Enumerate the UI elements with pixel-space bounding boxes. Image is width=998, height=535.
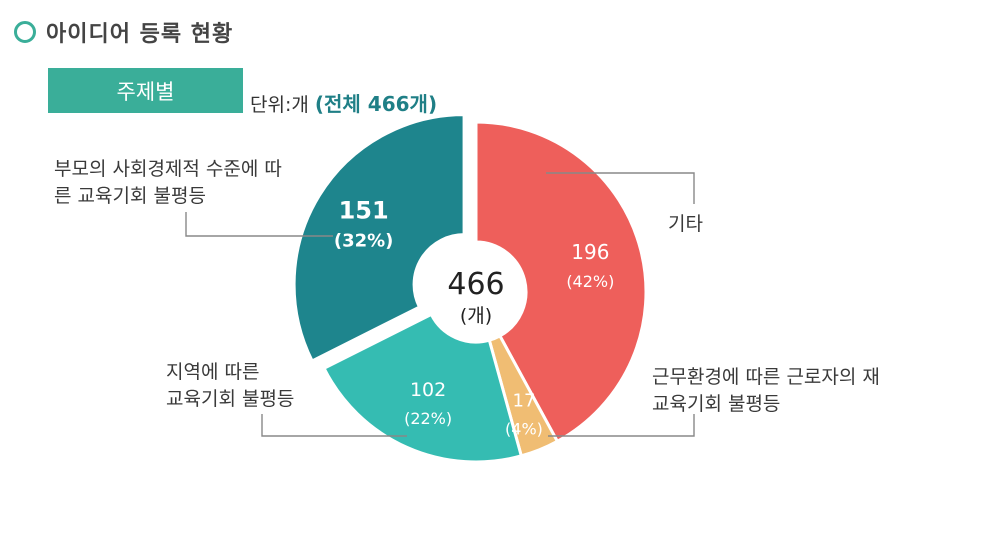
pie-slice: [292, 113, 466, 363]
label-region-line1: 지역에 따른: [166, 361, 260, 383]
label-region: 지역에 따른 교육기회 불평등: [166, 359, 294, 413]
slice-value-label: 196: [571, 240, 609, 264]
leader-line-region: [261, 414, 407, 437]
topic-tag-label: 주제별: [116, 79, 175, 104]
unit-note: 단위:개 (전체 466개): [250, 88, 437, 117]
hexagon-outline-icon: [14, 21, 36, 43]
unit-prefix: 단위:개: [250, 94, 309, 116]
label-socioeconomic: 부모의 사회경제적 수준에 따 른 교육기회 불평등: [54, 156, 282, 210]
pie-slice: [474, 120, 648, 444]
leader-line-other: [546, 172, 695, 204]
slice-percent-label: (42%): [566, 272, 614, 291]
slice-percent-label: (22%): [404, 409, 452, 428]
label-other: 기타: [668, 211, 703, 238]
label-work-line2: 교육기회 불평등: [652, 393, 781, 415]
label-work-line1: 근무환경에 따른 근로자의 재: [652, 366, 880, 388]
unit-total: (전체 466개): [314, 92, 438, 116]
slice-percent-label: (32%): [334, 231, 394, 252]
center-total-value: 466: [447, 267, 504, 302]
slice-percent-label: (4%): [505, 420, 543, 439]
slice-value-label: 151: [339, 197, 389, 225]
center-total-unit: (개): [460, 305, 492, 327]
label-socioeconomic-line2: 른 교육기회 불평등: [54, 185, 206, 207]
page-title: 아이디어 등록 현황: [46, 22, 234, 47]
label-work: 근무환경에 따른 근로자의 재 교육기회 불평등: [652, 364, 880, 418]
label-other-line1: 기타: [668, 213, 703, 235]
slice-value-label: 17: [513, 391, 536, 412]
title-bar: 아이디어 등록 현황: [12, 16, 233, 48]
pie-slice: [322, 312, 524, 464]
slice-value-label: 102: [410, 379, 446, 401]
leader-line-socioeconomic: [185, 212, 333, 237]
topic-tag: 주제별: [48, 68, 243, 113]
leader-line-work: [548, 414, 695, 437]
label-region-line2: 교육기회 불평등: [166, 388, 295, 410]
label-socioeconomic-line1: 부모의 사회경제적 수준에 따: [54, 158, 282, 180]
